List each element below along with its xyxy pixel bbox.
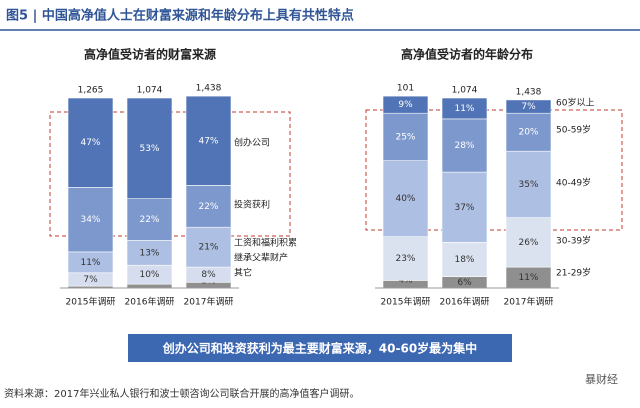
- x-tick-label: 2016年调研: [440, 296, 490, 308]
- bar-segment: [126, 97, 173, 199]
- value-label: 22%: [198, 202, 218, 212]
- value-label: 22%: [139, 215, 159, 225]
- legend-label: 继承父辈财产: [234, 252, 288, 264]
- bar-segment: [126, 240, 173, 266]
- bar-segment: [505, 217, 552, 268]
- x-tick-label: 2016年调研: [125, 296, 175, 308]
- value-label: 10%: [139, 270, 159, 280]
- value-label: 18%: [454, 255, 474, 265]
- value-label: 28%: [454, 141, 474, 151]
- value-label: 25%: [395, 132, 415, 142]
- value-label: 20%: [518, 128, 538, 138]
- value-label: 4%: [398, 276, 413, 286]
- total-label: 101: [397, 84, 414, 94]
- value-label: 40%: [395, 194, 415, 204]
- total-label: 1,074: [137, 86, 163, 96]
- legend-label: 其它: [234, 267, 252, 279]
- value-label: 23%: [395, 254, 415, 264]
- bar-segment: [505, 112, 552, 152]
- watermark: 暴财经: [585, 372, 618, 386]
- legend-label: 投资获利: [234, 199, 270, 211]
- legend-label: 30-39岁: [556, 235, 591, 247]
- bar-segment: [185, 185, 232, 228]
- bar-segment: [441, 97, 488, 120]
- bar-segment: [382, 236, 429, 281]
- legend-label: 40-49岁: [556, 177, 591, 189]
- x-tick-label: 2015年调研: [66, 296, 116, 308]
- x-tick-label: 2017年调研: [504, 296, 554, 308]
- bar-segment: [505, 150, 552, 218]
- value-label: 47%: [198, 136, 218, 146]
- legend-label: 创办公司: [234, 137, 270, 149]
- total-label: 1,265: [78, 86, 104, 96]
- legend-label: 60岁以上: [556, 97, 594, 109]
- source-note: 资料来源：2017年兴业私人银行和波士顿咨询公司联合开展的高净值客户调研。: [4, 387, 359, 400]
- chart-title: 高净值受访者的财富来源: [84, 47, 216, 62]
- bar-segment: [382, 95, 429, 114]
- x-tick-label: 2017年调研: [184, 296, 234, 308]
- value-label: 21%: [198, 243, 218, 253]
- highlight-box: [365, 109, 623, 231]
- value-label: 37%: [454, 203, 474, 213]
- x-tick-label: 2015年调研: [381, 296, 431, 308]
- bar-segment: [505, 99, 552, 114]
- value-label: 53%: [139, 144, 159, 154]
- bar-segment: [441, 171, 488, 243]
- value-label: 6%: [457, 278, 472, 288]
- value-label: 13%: [139, 248, 159, 258]
- bar-segment: [67, 97, 114, 188]
- value-label: 7%: [521, 102, 536, 112]
- total-label: 1,074: [452, 86, 478, 96]
- legend-label: 50-59岁: [556, 124, 591, 136]
- legend-label: 21-29岁: [556, 267, 591, 279]
- value-label: 7%: [83, 275, 98, 285]
- bar-segment: [126, 198, 173, 241]
- legend-label: 工资和福利积累: [234, 237, 297, 249]
- bar-segment: [185, 226, 232, 268]
- value-label: 9%: [398, 100, 413, 110]
- bar-segment: [441, 118, 488, 173]
- total-label: 1,438: [516, 87, 542, 97]
- value-label: 11%: [80, 258, 100, 268]
- value-label: 26%: [518, 238, 538, 248]
- bar-segment: [67, 187, 114, 253]
- value-label: 47%: [80, 138, 100, 148]
- value-label: 8%: [201, 270, 216, 280]
- value-label: 35%: [518, 180, 538, 190]
- value-label: 11%: [518, 273, 538, 283]
- chart-title: 高净值受访者的年龄分布: [401, 47, 533, 62]
- value-label: 11%: [454, 104, 474, 114]
- banner-box: [128, 334, 512, 362]
- total-label: 1,438: [196, 84, 222, 94]
- value-label: 34%: [80, 215, 100, 225]
- bar-segment: [185, 95, 232, 186]
- header-title: 图5 | 中国高净值人士在财富来源和年龄分布上具有共性特点: [6, 8, 354, 24]
- banner-text: 创办公司和投资获利为最主要财富来源，40-60岁最为集中: [162, 341, 477, 356]
